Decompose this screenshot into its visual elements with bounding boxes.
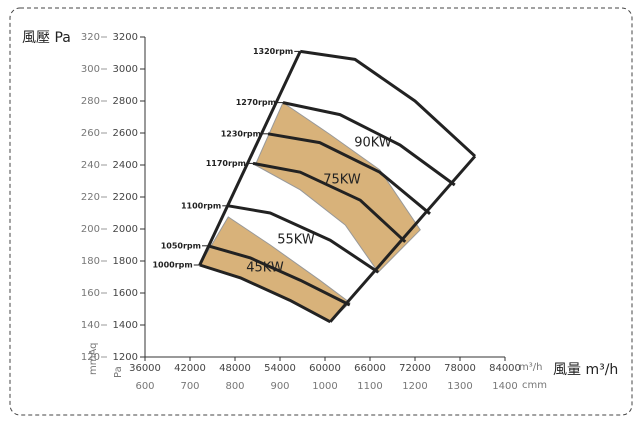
x2-tick-label: 1200 xyxy=(402,381,427,392)
rpm-curve xyxy=(300,49,477,158)
y-unit: Pa xyxy=(113,366,124,378)
rpm-curve xyxy=(199,263,331,324)
y2-tick-label: 220 xyxy=(81,192,100,203)
y2-tick-label: 180 xyxy=(81,256,100,267)
x-tick-label: 54000 xyxy=(264,363,296,374)
y-tick-label: 2800 xyxy=(113,96,138,107)
x-tick-label: 48000 xyxy=(219,363,251,374)
x2-tick-label: 800 xyxy=(225,381,244,392)
x-tick-label: 72000 xyxy=(399,363,431,374)
rpm-curve xyxy=(207,244,351,307)
rpm-label: 1230rpm xyxy=(221,129,261,138)
y2-tick-label: 260 xyxy=(81,128,100,139)
y2-tick-label: 140 xyxy=(81,320,100,331)
y-tick-label: 2400 xyxy=(113,160,138,171)
y2-tick-label: 280 xyxy=(81,96,100,107)
y-tick-label: 2000 xyxy=(113,224,138,235)
y2-unit: mmAq xyxy=(88,343,99,376)
y2-tick-label: 160 xyxy=(81,288,100,299)
x2-tick-label: 900 xyxy=(270,381,289,392)
y2-tick-label: 300 xyxy=(81,64,100,75)
rpm-curve xyxy=(227,204,380,274)
x2-tick-label: 1400 xyxy=(492,381,517,392)
rpm-label: 1050rpm xyxy=(161,241,201,250)
y-tick-label: 1800 xyxy=(113,256,138,267)
rpm-label: 1320rpm xyxy=(253,47,293,56)
x-tick-label: 84000 xyxy=(489,363,521,374)
x2-tick-label: 700 xyxy=(180,381,199,392)
y-tick-label: 2600 xyxy=(113,128,138,139)
power-label: 90KW xyxy=(354,136,392,151)
y2-tick-label: 240 xyxy=(81,160,100,171)
x-tick-label: 42000 xyxy=(174,363,206,374)
y2-tick-label: 120 xyxy=(81,352,100,363)
x2-tick-label: 1100 xyxy=(357,381,382,392)
y-tick-label: 2200 xyxy=(113,192,138,203)
y-tick-label: 1200 xyxy=(113,352,138,363)
rpm-label: 1100rpm xyxy=(181,201,221,210)
x2-tick-label: 1300 xyxy=(447,381,472,392)
left-boundary xyxy=(198,50,302,266)
y-tick-label: 3000 xyxy=(113,64,138,75)
y2-tick-label: 320 xyxy=(81,32,100,43)
rpm-curve xyxy=(282,101,456,187)
frame xyxy=(9,7,633,416)
x-unit: m³/h xyxy=(519,362,542,373)
x-tick-label: 60000 xyxy=(309,363,341,374)
y-tick-label: 1600 xyxy=(113,288,138,299)
rpm-label: 1270rpm xyxy=(236,98,276,107)
y2-tick-label: 200 xyxy=(81,224,100,235)
x2-tick-label: 1000 xyxy=(312,381,337,392)
band-label: 45KW xyxy=(246,261,284,276)
x2-unit: cmm xyxy=(522,380,547,391)
x-axis-title: 風量 m³/h xyxy=(553,362,618,378)
rpm-curve xyxy=(267,132,431,215)
x2-tick-label: 600 xyxy=(135,381,154,392)
x-tick-label: 66000 xyxy=(354,363,386,374)
x-tick-label: 78000 xyxy=(444,363,476,374)
x-tick-label: 36000 xyxy=(129,363,161,374)
power-label: 55KW xyxy=(277,233,315,248)
y-tick-label: 3200 xyxy=(113,32,138,43)
power-band xyxy=(254,101,421,273)
y-axis-title: 風壓 Pa xyxy=(22,30,71,46)
rpm-curve xyxy=(252,161,407,243)
rpm-label: 1000rpm xyxy=(152,261,192,270)
rpm-label: 1170rpm xyxy=(206,159,246,168)
band-label: 75KW xyxy=(323,173,361,188)
y-tick-label: 1400 xyxy=(113,320,138,331)
